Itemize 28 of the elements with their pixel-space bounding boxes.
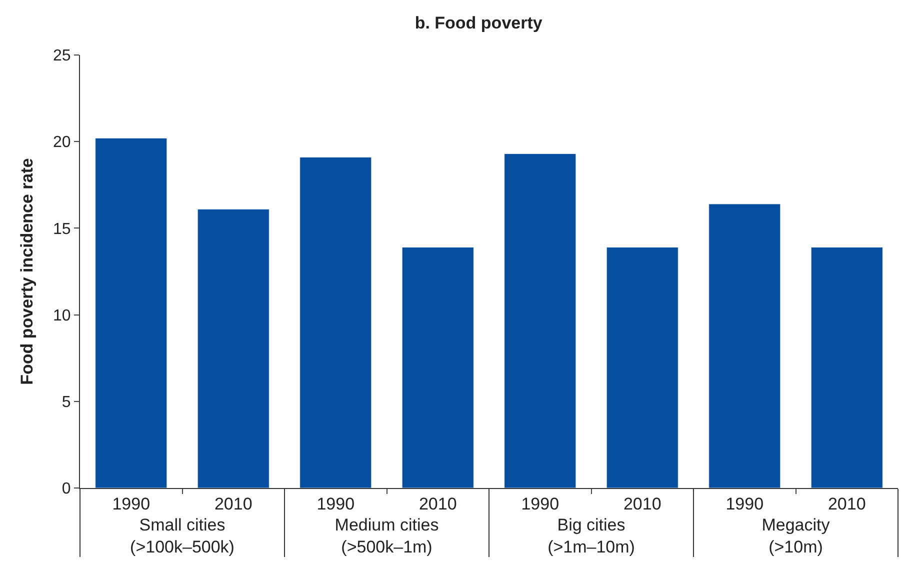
x-tick-label: 2010 [623,494,662,514]
text: Medium cities (>500k–1m) [334,515,439,556]
text: Megacity (>10m) [762,515,830,556]
y-tick-label: 15 [53,220,71,238]
bar [504,153,576,488]
bar [402,247,474,488]
chart-title: b. Food poverty [414,14,543,33]
bar [300,156,372,488]
bar [810,247,883,488]
y-tick-label: 10 [53,307,71,324]
y-tick-label: 0 [62,480,71,498]
x-tick-label: 1990 [316,494,355,514]
x-tick-label: 1990 [112,494,150,514]
x-tick-label: 1990 [521,494,560,514]
bar [197,208,270,488]
bar [708,204,781,488]
x-tick-label: 2010 [828,494,866,514]
x-tick-label: 2010 [214,494,252,514]
y-axis-title: Food poverty incidence rate [18,158,37,385]
x-tick-label: 1990 [726,494,764,514]
y-tick-label: 20 [53,134,71,152]
bar [95,138,168,488]
x-tick-label: 2010 [418,494,457,514]
bar [606,247,678,488]
y-tick-label: 5 [62,394,71,411]
text: Small cities (>100k–500k) [130,515,234,556]
text: Big cities (>1m–10m) [548,515,635,556]
y-tick-label: 25 [53,48,71,65]
